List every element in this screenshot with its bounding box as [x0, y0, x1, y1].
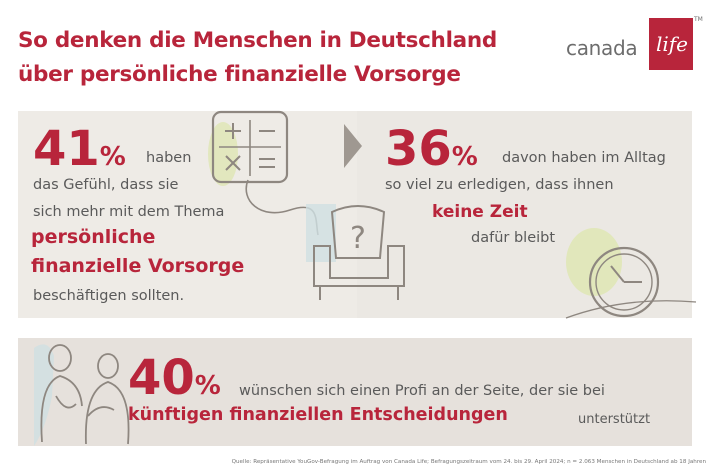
title-line-2: über persönliche finanzielle Vorsorge: [18, 62, 461, 87]
svg-text:?: ?: [350, 221, 366, 256]
panel-right: [357, 111, 692, 318]
stat-left-value: 41: [33, 121, 100, 177]
stat-bottom-value: 40: [128, 350, 195, 406]
clock-icon: [565, 228, 697, 319]
page-title: So denken die Menschen in Deutschland üb…: [18, 24, 538, 92]
canada-life-logo: canada life TM: [566, 16, 703, 70]
armchair-question-icon: ?: [306, 204, 405, 300]
stat-bottom-percent: %: [194, 371, 221, 401]
source-footer: Quelle: Repräsentative YouGov-Befragung …: [231, 459, 706, 465]
stat-left-highlight-2: finanzielle Vorsorge: [31, 255, 245, 277]
stat-left-number: 41%: [33, 125, 126, 173]
stat-right-value: 36: [385, 121, 452, 177]
stat-left-highlight-1: persönliche: [31, 226, 156, 248]
logo-box: life: [649, 18, 693, 70]
calculator-icon: [208, 110, 289, 186]
stat-right-percent: %: [451, 142, 478, 172]
title-line-1: So denken die Menschen in Deutschland: [18, 28, 497, 53]
logo-word: canada: [566, 36, 638, 60]
logo-trademark: TM: [694, 16, 703, 23]
arrow-right-icon: [344, 124, 362, 168]
stat-bottom-highlight: künftigen finanziellen Entscheidungen: [128, 405, 508, 425]
stat-right-line-3: dafür bleibt: [471, 230, 556, 246]
logo-life: life: [655, 32, 689, 56]
stat-bottom-line-2: unterstützt: [578, 412, 651, 427]
stat-bottom-number: 40%: [128, 354, 221, 402]
stat-left-line-1: haben: [146, 150, 192, 166]
stat-right-highlight: keine Zeit: [432, 202, 528, 222]
panel-bottom: [18, 338, 692, 446]
stat-right-line-2: so viel zu erledigen, dass ihnen: [385, 177, 614, 193]
stat-left-line-3: sich mehr mit dem Thema: [33, 204, 225, 220]
stat-left-percent: %: [99, 142, 126, 172]
people-icon: [34, 344, 130, 446]
stat-bottom-line-1: wünschen sich einen Profi an der Seite, …: [239, 383, 605, 399]
stat-left-line-4: beschäftigen sollten.: [33, 288, 185, 304]
stat-right-line-1: davon haben im Alltag: [502, 150, 666, 166]
stat-right-number: 36%: [385, 125, 478, 173]
stat-left-line-2: das Gefühl, dass sie: [33, 177, 179, 193]
